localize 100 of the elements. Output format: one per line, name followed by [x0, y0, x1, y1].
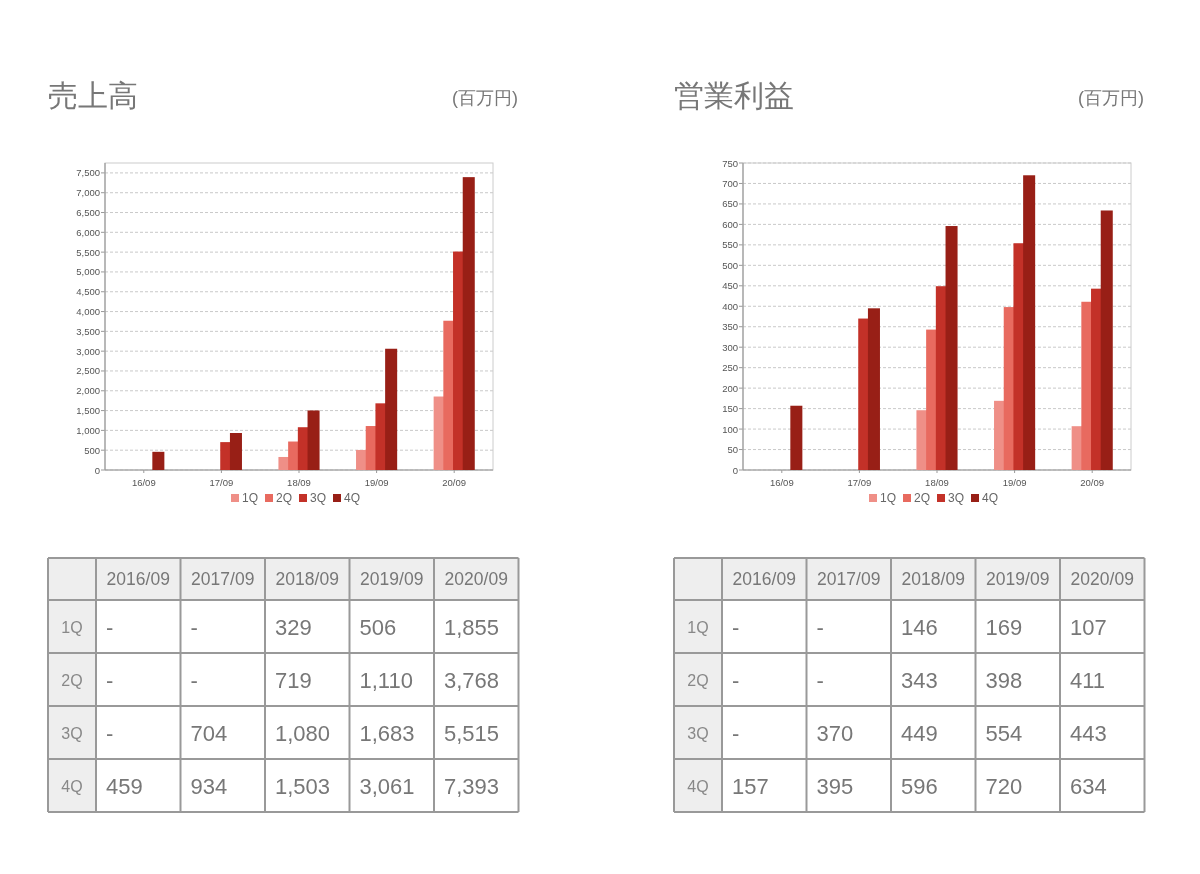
- legend-label: 4Q: [344, 491, 361, 505]
- y-tick-label: 3,000: [76, 345, 100, 357]
- y-tick-label: 200: [722, 382, 738, 394]
- y-tick-label: 700: [722, 177, 738, 189]
- text: -: [106, 668, 114, 693]
- bar: [385, 348, 398, 470]
- text: 4Q: [687, 778, 709, 795]
- data-label: 169: [985, 615, 1023, 640]
- text: 2020/09: [444, 569, 508, 589]
- text: -: [732, 721, 740, 746]
- data-label: 395: [816, 774, 854, 799]
- y-tick-label: 450: [722, 280, 738, 292]
- text: -: [816, 615, 824, 640]
- x-tick-label: 19/09: [1002, 477, 1027, 488]
- y-tick-label: 650: [722, 198, 738, 210]
- y-tick-label: 50: [727, 444, 738, 456]
- bar: [945, 226, 958, 470]
- bar: [229, 433, 242, 470]
- data-label: 411: [1070, 668, 1106, 693]
- text: -: [190, 615, 198, 640]
- data-label: 934: [190, 774, 228, 799]
- legend-label: 3Q: [948, 491, 965, 505]
- y-tick-label: 350: [722, 321, 738, 333]
- y-tick-label: 2,500: [76, 365, 100, 377]
- text: 4Q: [61, 778, 83, 795]
- text: 3Q: [687, 725, 709, 742]
- legend-label: 2Q: [276, 491, 293, 505]
- data-label: 5,515: [444, 721, 500, 746]
- data-label: 157: [732, 774, 769, 799]
- y-tick-label: 750: [722, 157, 738, 169]
- data-label: 3,768: [444, 668, 500, 693]
- bar: [307, 410, 320, 470]
- y-tick-label: 7,000: [76, 187, 100, 199]
- y-tick-label: 5,500: [76, 246, 100, 258]
- data-label: 343: [901, 668, 938, 693]
- data-label: 554: [985, 721, 1023, 746]
- chart-subtitle: (百万円): [1078, 88, 1144, 108]
- y-tick-label: 1,500: [76, 405, 100, 417]
- text: 2019/09: [986, 569, 1050, 589]
- x-tick-label: 20/09: [442, 477, 467, 488]
- text: 2016/09: [732, 569, 796, 589]
- text: 2016/09: [106, 569, 170, 589]
- x-tick-label: 16/09: [131, 477, 156, 488]
- data-label: 329: [275, 615, 312, 640]
- y-tick-label: 400: [722, 300, 738, 312]
- y-tick-label: 150: [722, 403, 738, 415]
- y-tick-label: 100: [722, 423, 738, 435]
- x-tick-label: 17/09: [209, 477, 234, 488]
- x-tick-label: 20/09: [1080, 477, 1105, 488]
- text: 2018/09: [275, 569, 339, 589]
- y-tick-label: 4,000: [76, 306, 100, 318]
- legend-label: 4Q: [982, 491, 999, 505]
- legend-label: 3Q: [310, 491, 327, 505]
- data-label: 506: [359, 615, 397, 640]
- y-tick-label: 300: [722, 341, 738, 353]
- text: -: [732, 668, 740, 693]
- data-label: 459: [106, 774, 143, 799]
- y-tick-label: 2,000: [76, 385, 100, 397]
- bar: [1100, 210, 1113, 470]
- y-tick-label: 0: [94, 464, 100, 476]
- data-label: 634: [1070, 774, 1107, 799]
- text: -: [106, 721, 114, 746]
- y-tick-label: 6,500: [76, 207, 100, 219]
- data-label: 704: [190, 721, 228, 746]
- y-tick-label: 500: [84, 444, 100, 456]
- chart-title: 営業利益: [674, 79, 794, 112]
- bar: [867, 308, 880, 470]
- data-label: 1,855: [444, 615, 500, 640]
- y-tick-label: 5,000: [76, 266, 100, 278]
- y-tick-label: 500: [722, 259, 738, 271]
- bar: [790, 405, 803, 470]
- data-label: 1,110: [359, 668, 413, 693]
- legend-label: 1Q: [880, 491, 897, 505]
- y-tick-label: 250: [722, 362, 738, 374]
- y-tick-label: 0: [732, 464, 738, 476]
- data-label: 1,080: [275, 721, 331, 746]
- data-label: 1,683: [359, 721, 415, 746]
- x-tick-label: 18/09: [925, 477, 949, 488]
- text: 1Q: [61, 619, 83, 636]
- data-label: 596: [901, 774, 938, 799]
- data-label: 449: [901, 721, 938, 746]
- legend-label: 1Q: [242, 491, 259, 505]
- text: 1Q: [687, 619, 709, 636]
- x-tick-label: 18/09: [287, 477, 311, 488]
- text: 2020/09: [1070, 569, 1134, 589]
- y-tick-label: 7,500: [76, 167, 100, 179]
- bar: [462, 177, 475, 470]
- x-tick-label: 19/09: [364, 477, 389, 488]
- y-tick-label: 550: [722, 239, 738, 251]
- data-label: 1,503: [275, 774, 331, 799]
- x-tick-label: 17/09: [847, 477, 872, 488]
- data-label: 398: [985, 668, 1023, 693]
- text: -: [190, 668, 198, 693]
- y-tick-label: 4,500: [76, 286, 100, 298]
- text: 2019/09: [360, 569, 424, 589]
- text: 2017/09: [191, 569, 255, 589]
- text: 2018/09: [901, 569, 965, 589]
- data-label: 720: [985, 774, 1023, 799]
- text: 2Q: [61, 672, 83, 689]
- bar: [152, 451, 165, 470]
